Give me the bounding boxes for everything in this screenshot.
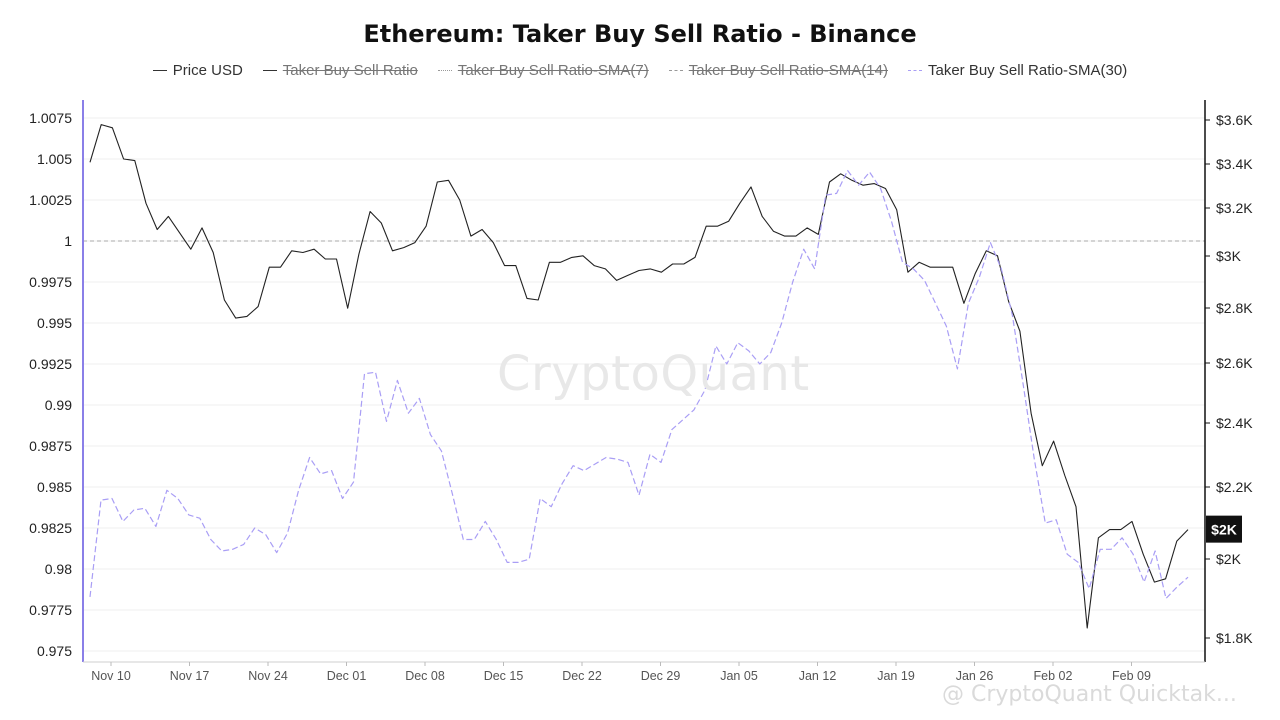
x-tick-label: Jan 26 — [956, 669, 994, 683]
x-tick-label: Nov 17 — [170, 669, 210, 683]
x-tick-label: Jan 12 — [799, 669, 837, 683]
left-tick-label: 1.0075 — [29, 110, 72, 126]
price-badge-label: $2K — [1211, 522, 1237, 538]
legend-swatch — [668, 70, 683, 71]
left-tick-label: 0.975 — [37, 643, 72, 659]
right-tick-label: $2.8K — [1216, 300, 1253, 316]
legend-label: Taker Buy Sell Ratio-SMA(30) — [927, 62, 1128, 79]
series-line-sma30 — [89, 169, 1189, 600]
right-tick-label: $3.4K — [1216, 156, 1253, 172]
legend-item-1[interactable]: Taker Buy Sell Ratio — [262, 62, 418, 79]
legend-item-3[interactable]: Taker Buy Sell Ratio-SMA(14) — [668, 62, 888, 79]
watermark: CryptoQuant — [497, 346, 810, 402]
right-tick-label: $3.6K — [1216, 112, 1253, 128]
x-tick-label: Dec 01 — [327, 669, 367, 683]
x-tick-label: Dec 29 — [641, 669, 681, 683]
right-tick-label: $3K — [1216, 248, 1242, 264]
legend-swatch — [262, 70, 277, 71]
legend-item-0[interactable]: Price USD — [152, 62, 243, 79]
right-tick-label: $2.2K — [1216, 479, 1253, 495]
x-tick-label: Dec 08 — [405, 669, 445, 683]
x-tick-label: Dec 15 — [484, 669, 524, 683]
left-tick-label: 0.985 — [37, 479, 72, 495]
left-tick-label: 0.9925 — [29, 356, 72, 372]
chart-title: Ethereum: Taker Buy Sell Ratio - Binance — [363, 20, 917, 48]
x-tick-label: Feb 02 — [1034, 669, 1073, 683]
legend-item-4[interactable]: Taker Buy Sell Ratio-SMA(30) — [907, 62, 1128, 79]
left-tick-label: 0.9875 — [29, 438, 72, 454]
legend-swatch — [152, 70, 167, 71]
x-tick-label: Feb 09 — [1112, 669, 1151, 683]
left-tick-label: 0.9825 — [29, 520, 72, 536]
legend-label: Price USD — [172, 62, 243, 79]
legend-swatch — [907, 70, 922, 71]
legend: Price USD Taker Buy Sell Ratio Taker Buy S… — [0, 62, 1280, 79]
legend-label: Taker Buy Sell Ratio-SMA(14) — [688, 62, 888, 79]
right-tick-label: $1.8K — [1216, 630, 1253, 646]
right-tick-label: $2K — [1216, 551, 1242, 567]
legend-swatch — [437, 70, 452, 71]
left-tick-label: 0.995 — [37, 315, 72, 331]
price-badge-bg — [1206, 515, 1242, 543]
right-tick-label: $3.2K — [1216, 200, 1253, 216]
right-tick-label: $2.4K — [1216, 415, 1253, 431]
footer-watermark: @ CryptoQuant Quicktak... — [942, 682, 1237, 707]
left-tick-label: 1.0025 — [29, 192, 72, 208]
legend-item-2[interactable]: Taker Buy Sell Ratio-SMA(7) — [437, 62, 649, 79]
legend-label: Taker Buy Sell Ratio-SMA(7) — [457, 62, 649, 79]
left-tick-label: 1.005 — [37, 151, 72, 167]
x-tick-label: Jan 05 — [720, 669, 758, 683]
x-tick-label: Nov 10 — [91, 669, 131, 683]
left-tick-label: 0.9975 — [29, 274, 72, 290]
x-tick-label: Dec 22 — [562, 669, 602, 683]
left-tick-label: 1 — [64, 233, 72, 249]
x-tick-label: Nov 24 — [248, 669, 288, 683]
left-tick-label: 0.98 — [45, 561, 72, 577]
x-tick-label: Jan 19 — [877, 669, 915, 683]
right-tick-label: $2.6K — [1216, 355, 1253, 371]
left-tick-label: 0.9775 — [29, 602, 72, 618]
legend-label: Taker Buy Sell Ratio — [282, 62, 418, 79]
left-tick-label: 0.99 — [45, 397, 72, 413]
